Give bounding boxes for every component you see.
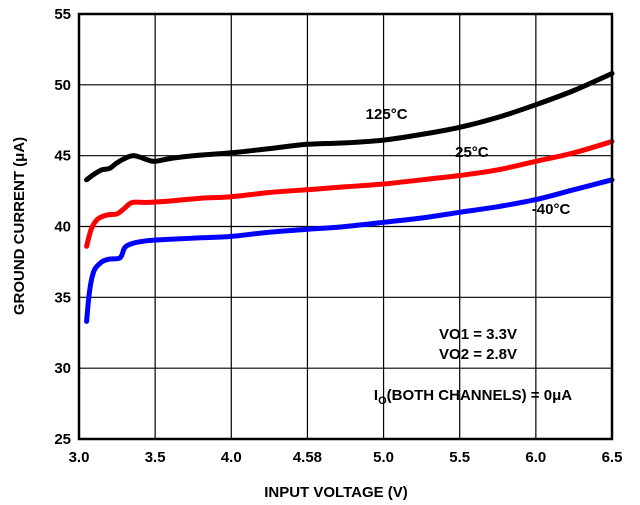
series-lines	[87, 74, 612, 322]
vo1-note: VO1 = 3.3V	[439, 326, 517, 343]
y-tick-label: 35	[54, 289, 71, 306]
y-tick-label: 30	[54, 360, 71, 377]
io-note: IO(BOTH CHANNELS) = 0μA	[374, 387, 572, 407]
conditions-note: VO1 = 3.3V VO2 = 2.8V IO(BOTH CHANNELS) …	[374, 326, 572, 407]
y-axis-title: GROUND CURRENT (μA)	[11, 137, 28, 315]
io-note-rest: (BOTH CHANNELS) = 0μA	[387, 387, 573, 404]
x-tick-label: 3.5	[145, 449, 166, 466]
x-tick-label: 5.5	[449, 449, 470, 466]
y-tick-label: 40	[54, 219, 71, 236]
y-tick-label: 55	[54, 6, 71, 23]
x-tick-label: 5.0	[373, 449, 394, 466]
vo2-note: VO2 = 2.8V	[439, 346, 517, 363]
x-tick-label: 6.5	[602, 449, 623, 466]
x-tick-label: 4.0	[221, 449, 242, 466]
series-label: 25°C	[455, 144, 489, 161]
x-tick-label: 4.58	[293, 449, 322, 466]
series-label: 125°C	[366, 106, 408, 123]
series-label: -40°C	[532, 201, 571, 218]
x-tick-label: 3.0	[69, 449, 90, 466]
y-tick-label: 25	[54, 431, 71, 448]
y-tick-label: 45	[54, 148, 71, 165]
x-axis-title: INPUT VOLTAGE (V)	[264, 484, 408, 501]
x-tick-label: 6.0	[525, 449, 546, 466]
y-tick-label: 50	[54, 77, 71, 94]
